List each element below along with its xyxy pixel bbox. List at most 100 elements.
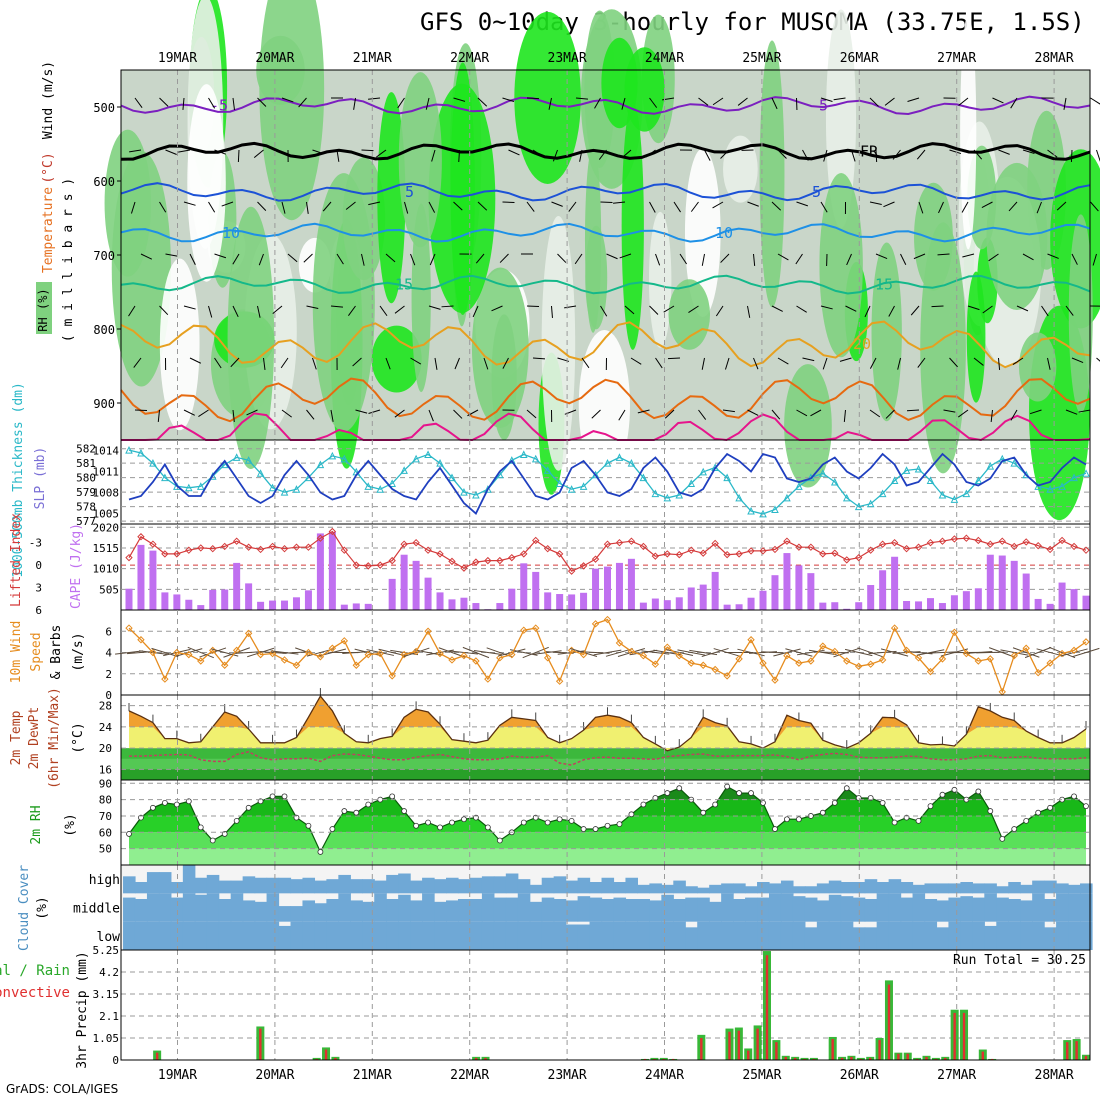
cloud-bar-low xyxy=(194,921,208,950)
wind-barb xyxy=(869,357,877,369)
wind-barb xyxy=(810,409,822,417)
cape-bar xyxy=(807,573,815,610)
lifted-point xyxy=(256,545,265,554)
precip-frame xyxy=(120,949,1091,1061)
thickness-point xyxy=(316,460,325,469)
cloud-bar-high xyxy=(589,882,603,894)
cloud-bar-high xyxy=(984,883,997,894)
wind-barb xyxy=(823,149,828,162)
wind-barb xyxy=(129,149,142,153)
wind-barb xyxy=(526,409,537,419)
cloud-bar-middle xyxy=(721,893,734,922)
wind-barb xyxy=(839,357,852,362)
wind-speed-point xyxy=(448,656,456,664)
lifted-point xyxy=(627,537,636,545)
cloud-bar-high xyxy=(446,877,459,894)
cloud-bar-middle xyxy=(493,897,507,922)
cape-bar xyxy=(316,533,324,610)
cloud-bar-low xyxy=(936,927,950,950)
wind-barb xyxy=(128,305,136,317)
temp-axis-label-3: (6hr Min/Max) xyxy=(47,687,62,789)
cloud-bar-high xyxy=(936,883,950,894)
thickness-point xyxy=(448,473,456,482)
cloud-bar-low xyxy=(529,921,543,950)
lifted-tick-label: -3 xyxy=(29,537,42,550)
wind-barb xyxy=(918,201,924,214)
wind-barb xyxy=(907,97,920,102)
cloud-bar-middle xyxy=(505,897,519,922)
rh-point xyxy=(939,791,946,798)
wind-barb xyxy=(472,305,479,318)
cloud-bar-low xyxy=(553,921,567,950)
wind-barb xyxy=(961,201,969,213)
rh-point xyxy=(831,799,838,806)
cloud-layer-label: middle xyxy=(73,902,120,917)
precip-total-legend: Total / Rain xyxy=(0,963,70,979)
rh-point xyxy=(1035,809,1042,816)
cloud-bar-high xyxy=(613,882,627,894)
thickness-point xyxy=(400,466,408,474)
date-label-top: 23MAR xyxy=(548,51,587,66)
wind-barb xyxy=(679,253,688,265)
wind-barb xyxy=(851,149,856,162)
rh-tick-label: 70 xyxy=(99,810,112,823)
date-label-top: 27MAR xyxy=(937,51,976,66)
wind-barb xyxy=(600,305,608,317)
rh-contour-region xyxy=(986,162,1048,311)
wind-barb xyxy=(1078,409,1091,413)
precip-convective-bar xyxy=(869,1057,872,1060)
wind-barb xyxy=(526,305,540,308)
wind-speed-point xyxy=(316,653,325,661)
cape-bar xyxy=(651,598,659,610)
wind-barb xyxy=(1010,97,1018,109)
rh-contour-region xyxy=(398,72,442,248)
wind-barb xyxy=(990,409,993,422)
wind-speed-point xyxy=(639,651,648,660)
precip-convective-bar xyxy=(878,1040,881,1060)
precip-tick-label: 0 xyxy=(112,1054,119,1067)
cloud-bar-high xyxy=(924,883,938,894)
cape-bar xyxy=(819,602,827,610)
wind-barb xyxy=(368,97,381,100)
pressure-tick-label: 900 xyxy=(93,397,115,411)
wind-barb xyxy=(976,651,1005,654)
wind-barb xyxy=(916,149,926,160)
wind-barb xyxy=(906,409,920,412)
cloud-bar-high xyxy=(350,879,363,894)
cloud-axis-label: Cloud Cover xyxy=(17,865,32,951)
wind-barb xyxy=(570,648,598,657)
wind-barb xyxy=(348,305,356,316)
cloud-bar-middle xyxy=(661,894,674,922)
cape-bar xyxy=(173,594,181,610)
precip-convective-bar xyxy=(653,1058,656,1060)
cloud-bar-middle xyxy=(649,900,662,922)
temperature-area xyxy=(129,696,1086,751)
cloud-bar-high xyxy=(230,880,244,894)
wind-barb xyxy=(354,648,382,657)
cloud-bar-middle xyxy=(410,900,423,922)
cloud-bar-low xyxy=(242,921,256,950)
cape-bar xyxy=(185,599,193,610)
thickness-point xyxy=(795,482,803,490)
lifted-point xyxy=(687,546,695,554)
wind-barb xyxy=(637,409,650,414)
wind-barb xyxy=(667,357,681,360)
cloud-bar-middle xyxy=(577,896,591,922)
cloud-bar-high xyxy=(182,865,196,894)
wind-barb xyxy=(557,253,567,263)
contour-label: 5 xyxy=(405,183,414,201)
wind-barb xyxy=(183,305,196,310)
wind-barb xyxy=(306,305,319,309)
rh-point xyxy=(927,803,934,810)
thickness-tick-label: 578 xyxy=(76,501,96,514)
wind-barb xyxy=(533,650,562,655)
wind-barb xyxy=(189,253,196,265)
lifted-point xyxy=(1034,541,1042,550)
wind-barb xyxy=(376,149,387,158)
wind-barb xyxy=(949,149,962,155)
cloud-bar-high xyxy=(194,877,208,894)
cloud-bar-middle xyxy=(948,897,961,922)
wind-barb xyxy=(159,97,169,107)
cloud-bar-low xyxy=(505,921,519,950)
wind-barb xyxy=(1036,201,1042,214)
